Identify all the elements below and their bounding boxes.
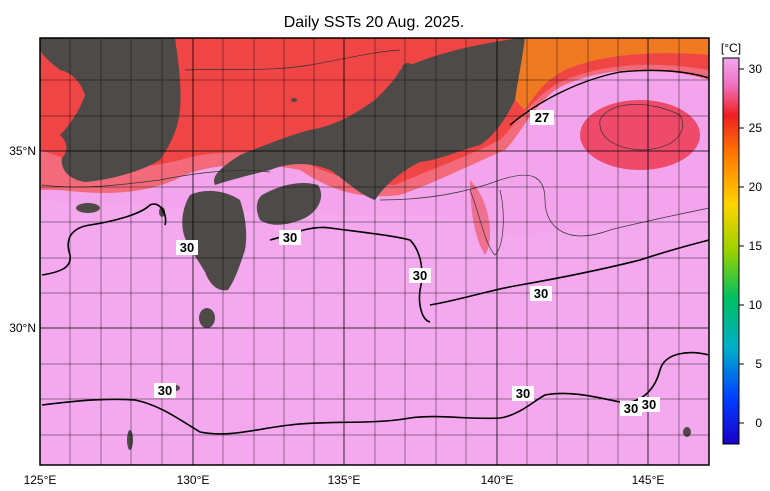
contour-label: 30	[624, 401, 638, 416]
colorbar-tick: 5	[755, 357, 762, 371]
lat-label: 30°N	[9, 321, 36, 335]
colorbar-tick: 20	[749, 180, 763, 194]
contours-27	[509, 69, 709, 126]
map-title: Daily SSTs 20 Aug. 2025.	[283, 14, 465, 31]
colorbar-tick: 25	[749, 121, 763, 135]
colorbar: [°C] 30 25 20 15 10 5 0	[721, 41, 763, 445]
contour-label: 30	[534, 286, 548, 301]
lon-label: 140°E	[481, 473, 514, 487]
contour-label: 30	[180, 240, 194, 255]
colorbar-tick: 30	[749, 62, 763, 76]
lat-label: 35°N	[9, 144, 36, 158]
contour-label: 27	[535, 110, 549, 125]
contour-label: 30	[413, 268, 427, 283]
lon-label: 145°E	[632, 473, 665, 487]
lon-label: 130°E	[177, 473, 210, 487]
colorbar-unit: [°C]	[721, 41, 741, 55]
contour-label: 30	[516, 386, 530, 401]
colorbar-scale	[722, 57, 740, 445]
lon-label: 125°E	[24, 473, 57, 487]
colorbar-tick: 10	[749, 298, 763, 312]
contour-labels: 27 30 30 30 30 30 30 30 30	[154, 110, 660, 416]
colorbar-tick: 0	[755, 416, 762, 430]
contour-label: 30	[158, 383, 172, 398]
map-frame	[39, 37, 710, 466]
contour-label: 30	[642, 397, 656, 412]
graticule	[40, 38, 709, 465]
contour-label: 30	[283, 230, 297, 245]
contours-thin	[41, 49, 709, 256]
colorbar-tick: 15	[749, 239, 763, 253]
lon-label: 135°E	[328, 473, 361, 487]
